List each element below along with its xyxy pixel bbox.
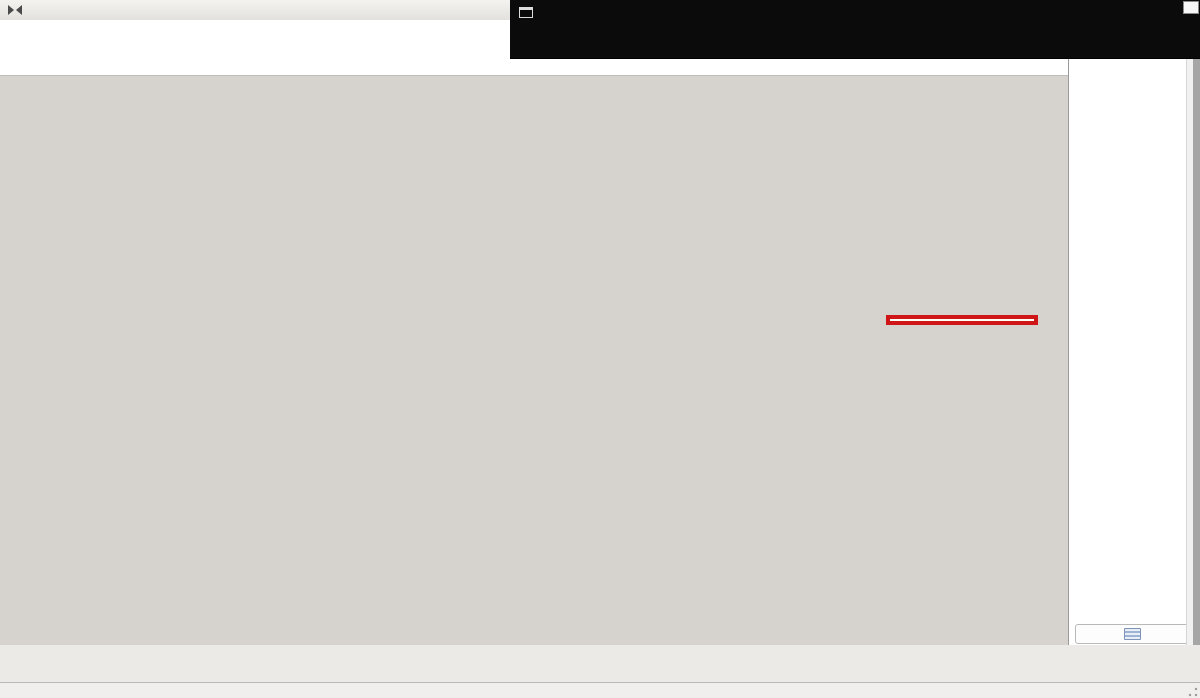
cmd-window-icon [519,7,533,18]
transponder-extra-button[interactable] [1075,624,1189,644]
resize-grip[interactable] [1187,686,1199,698]
statusbar [0,682,1200,698]
background-window-edge [1193,58,1200,648]
transponder-panel [1068,58,1194,648]
command-prompt-window [510,0,1200,59]
screen-corner-box [1183,1,1199,14]
list-icon [1124,628,1141,640]
anomaly-annotation-box [886,315,1038,325]
signal-chart-panel [0,75,1068,646]
app-icon [7,4,23,16]
status-indicators [0,645,1200,682]
signal-chart [128,96,1062,646]
signal-analyzer-window [0,0,1200,698]
